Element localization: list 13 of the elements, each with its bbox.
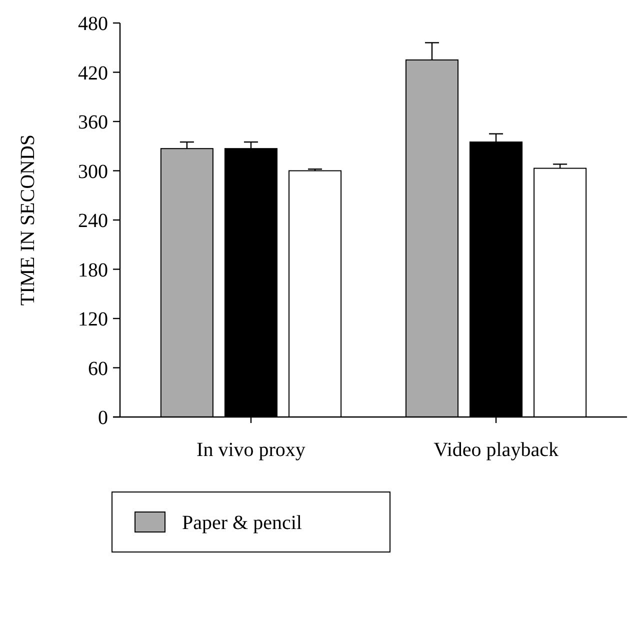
x-tick-label: Video playback (434, 439, 558, 461)
legend-label: Paper & pencil (182, 512, 302, 534)
y-tick-label: 0 (98, 407, 108, 429)
y-tick-label: 120 (78, 308, 108, 330)
x-tick-label: In vivo proxy (196, 439, 306, 461)
y-tick-label: 480 (78, 13, 108, 35)
y-tick-label: 420 (78, 62, 108, 84)
y-tick-label: 240 (78, 210, 108, 232)
y-tick-label: 300 (78, 160, 108, 183)
y-tick-label: 360 (78, 112, 108, 134)
y-tick-label: 60 (88, 358, 108, 380)
y-axis-title: TIME IN SECONDS (17, 134, 39, 306)
y-tick-label: 180 (78, 259, 108, 282)
